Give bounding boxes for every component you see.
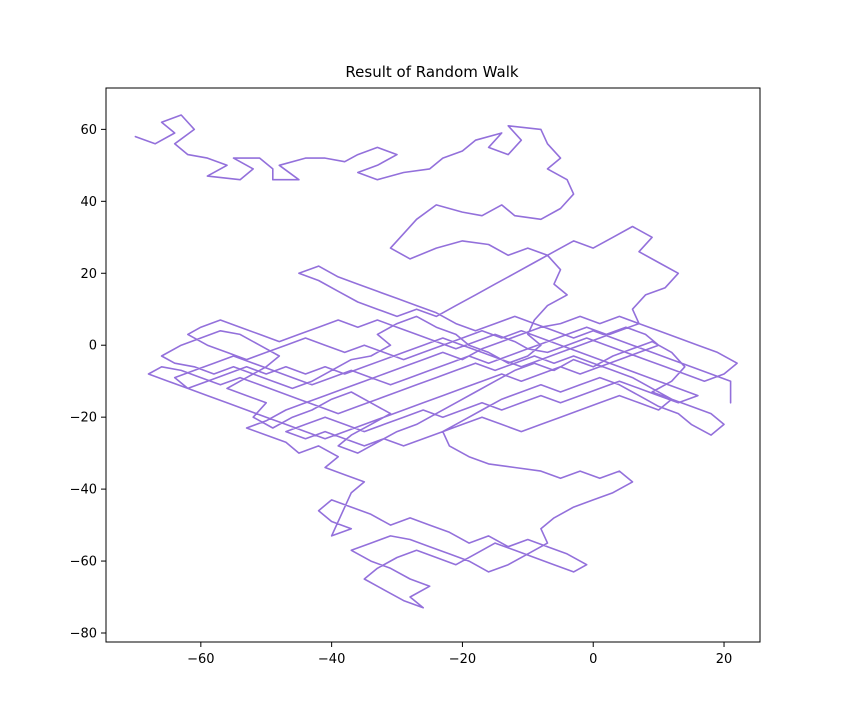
random-walk-line bbox=[134, 114, 738, 609]
y-tick-label: −60 bbox=[70, 555, 97, 570]
y-tick-label: −20 bbox=[70, 411, 97, 426]
plot-area bbox=[134, 114, 738, 609]
y-tick-label: −40 bbox=[70, 483, 97, 498]
x-tick-label: −40 bbox=[318, 652, 345, 667]
y-tick-label: 0 bbox=[89, 339, 97, 354]
x-tick-label: 0 bbox=[589, 652, 597, 667]
x-tick-label: −20 bbox=[449, 652, 476, 667]
y-tick-label: 40 bbox=[80, 195, 97, 210]
y-tick-label: 20 bbox=[80, 267, 97, 282]
y-tick-label: 60 bbox=[80, 123, 97, 138]
y-tick-label: −80 bbox=[70, 627, 97, 642]
chart-title: Result of Random Walk bbox=[345, 63, 518, 81]
x-tick-label: 20 bbox=[716, 652, 733, 667]
x-tick-label: −60 bbox=[187, 652, 214, 667]
axes-frame bbox=[105, 87, 761, 643]
axes: −60 −40 −20 0 20 −80 −60 −40 −20 0 20 40 60 bbox=[70, 87, 761, 667]
